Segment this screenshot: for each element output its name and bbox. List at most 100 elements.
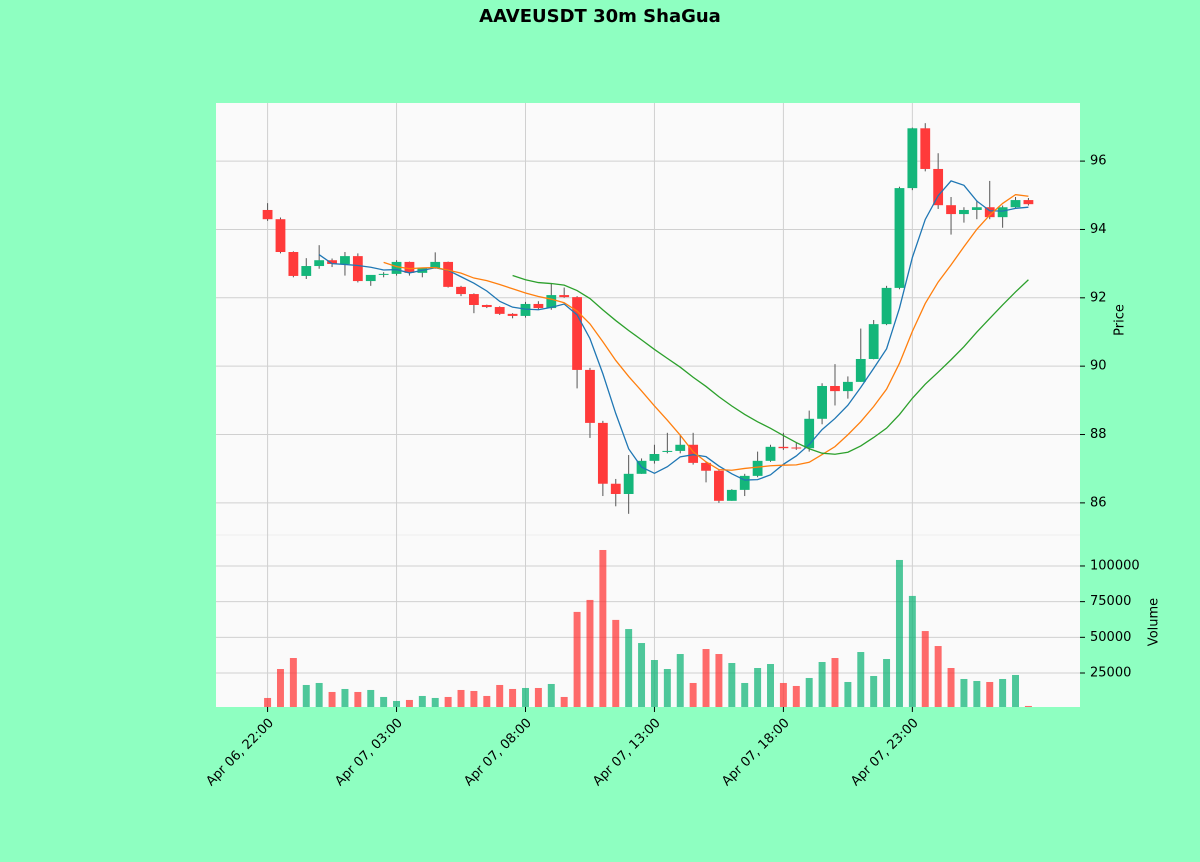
candle-body: [559, 295, 570, 298]
volume-bar: [289, 658, 297, 707]
volume-bar: [547, 683, 555, 707]
volume-bar: [999, 678, 1007, 707]
volume-bar: [960, 678, 968, 707]
volume-bar: [276, 668, 284, 707]
volume-bar: [573, 611, 581, 707]
candle-body: [443, 261, 454, 287]
volume-bar: [496, 684, 504, 707]
volume-bar: [431, 697, 439, 707]
x-tick-label: Apr 07, 18:00: [719, 716, 792, 789]
volume-bar: [779, 682, 787, 707]
volume-bar: [328, 691, 336, 707]
candle-body: [933, 168, 944, 206]
volume-bar: [831, 658, 839, 707]
candle-body: [352, 256, 363, 282]
candle-body: [520, 303, 531, 316]
candle-body: [726, 489, 737, 501]
candle-body: [842, 381, 853, 392]
candle-body: [572, 297, 582, 370]
x-tick-label: Apr 07, 03:00: [332, 716, 405, 789]
candle-body: [340, 256, 350, 264]
plot-background: [216, 103, 1080, 707]
volume-bar: [457, 689, 465, 707]
candle-body: [494, 307, 505, 314]
volume-bar: [483, 695, 491, 707]
y-tick-label: 88: [1090, 427, 1107, 442]
volume-bar: [534, 687, 542, 707]
moving-average: [383, 193, 1029, 471]
volume-bar: [895, 559, 903, 707]
y-tick-label: 90: [1090, 359, 1107, 374]
volume-bar: [805, 677, 813, 707]
volume-bar: [792, 685, 800, 707]
candle-body: [959, 209, 969, 215]
volume-bar: [302, 684, 310, 707]
candle-body: [778, 446, 789, 449]
volume-bar: [638, 643, 646, 707]
volume-bar: [380, 696, 388, 707]
candle-body: [765, 446, 776, 461]
candle-body: [378, 273, 389, 275]
volume-bar: [921, 631, 929, 707]
candle-body: [752, 460, 763, 476]
candle-body: [533, 303, 544, 309]
candle-body: [469, 294, 479, 305]
candle-body: [430, 261, 441, 269]
y-tick-label: 94: [1090, 222, 1107, 237]
candle-body: [675, 444, 686, 451]
candle-body: [817, 385, 827, 419]
volume-bar: [715, 654, 723, 707]
candle-body: [327, 260, 337, 264]
y2-tick-label: 100000: [1090, 558, 1140, 573]
volume-bar: [689, 682, 697, 707]
candle-body: [804, 418, 815, 449]
candle-body: [662, 450, 673, 452]
volume-bar: [393, 700, 401, 707]
moving-average: [512, 274, 1029, 455]
volume-bar: [418, 695, 426, 707]
volume-bar: [844, 681, 852, 707]
y-tick-label: 92: [1090, 290, 1107, 305]
volume-bar: [857, 652, 865, 707]
chart-title: AAVEUSDT 30m ShaGua: [479, 6, 721, 27]
volume-bar: [612, 619, 620, 707]
candle-body: [391, 261, 402, 274]
volume-bar: [509, 688, 517, 707]
candle-body: [739, 475, 750, 490]
candle-body: [649, 454, 660, 461]
candle-body: [301, 266, 312, 276]
volume-bar: [650, 660, 658, 707]
volume-bar: [908, 595, 916, 707]
volume-bar: [702, 649, 710, 707]
volume-bar: [818, 662, 826, 707]
candle-body: [585, 369, 595, 423]
y-axis-label: Price: [1113, 304, 1128, 336]
candle-body: [907, 128, 918, 189]
y2-axis-label: Volume: [1147, 598, 1162, 646]
candle-body: [855, 358, 866, 382]
candle-body: [275, 219, 286, 253]
volume-bar: [1024, 705, 1032, 707]
candle-body: [701, 462, 711, 471]
volume-bar: [560, 696, 568, 707]
candle-body: [597, 422, 608, 484]
candle-body: [894, 188, 905, 288]
candle-body: [507, 313, 518, 316]
volume-bar: [728, 663, 736, 707]
volume-bar: [470, 690, 478, 707]
candle-body: [610, 483, 621, 494]
volume-bar: [522, 687, 529, 707]
candle-body: [288, 252, 299, 276]
volume-bar: [1012, 674, 1020, 707]
candle-body: [456, 286, 466, 295]
candle-body: [262, 209, 273, 220]
candle-body: [997, 207, 1008, 218]
y-tick-label: 86: [1090, 495, 1107, 510]
volume-bar: [341, 688, 349, 707]
candle-body: [946, 205, 956, 215]
volume-bar: [754, 667, 762, 707]
candle-body: [714, 470, 724, 501]
x-tick-label: Apr 06, 22:00: [203, 716, 276, 789]
x-tick-label: Apr 07, 08:00: [461, 716, 534, 789]
